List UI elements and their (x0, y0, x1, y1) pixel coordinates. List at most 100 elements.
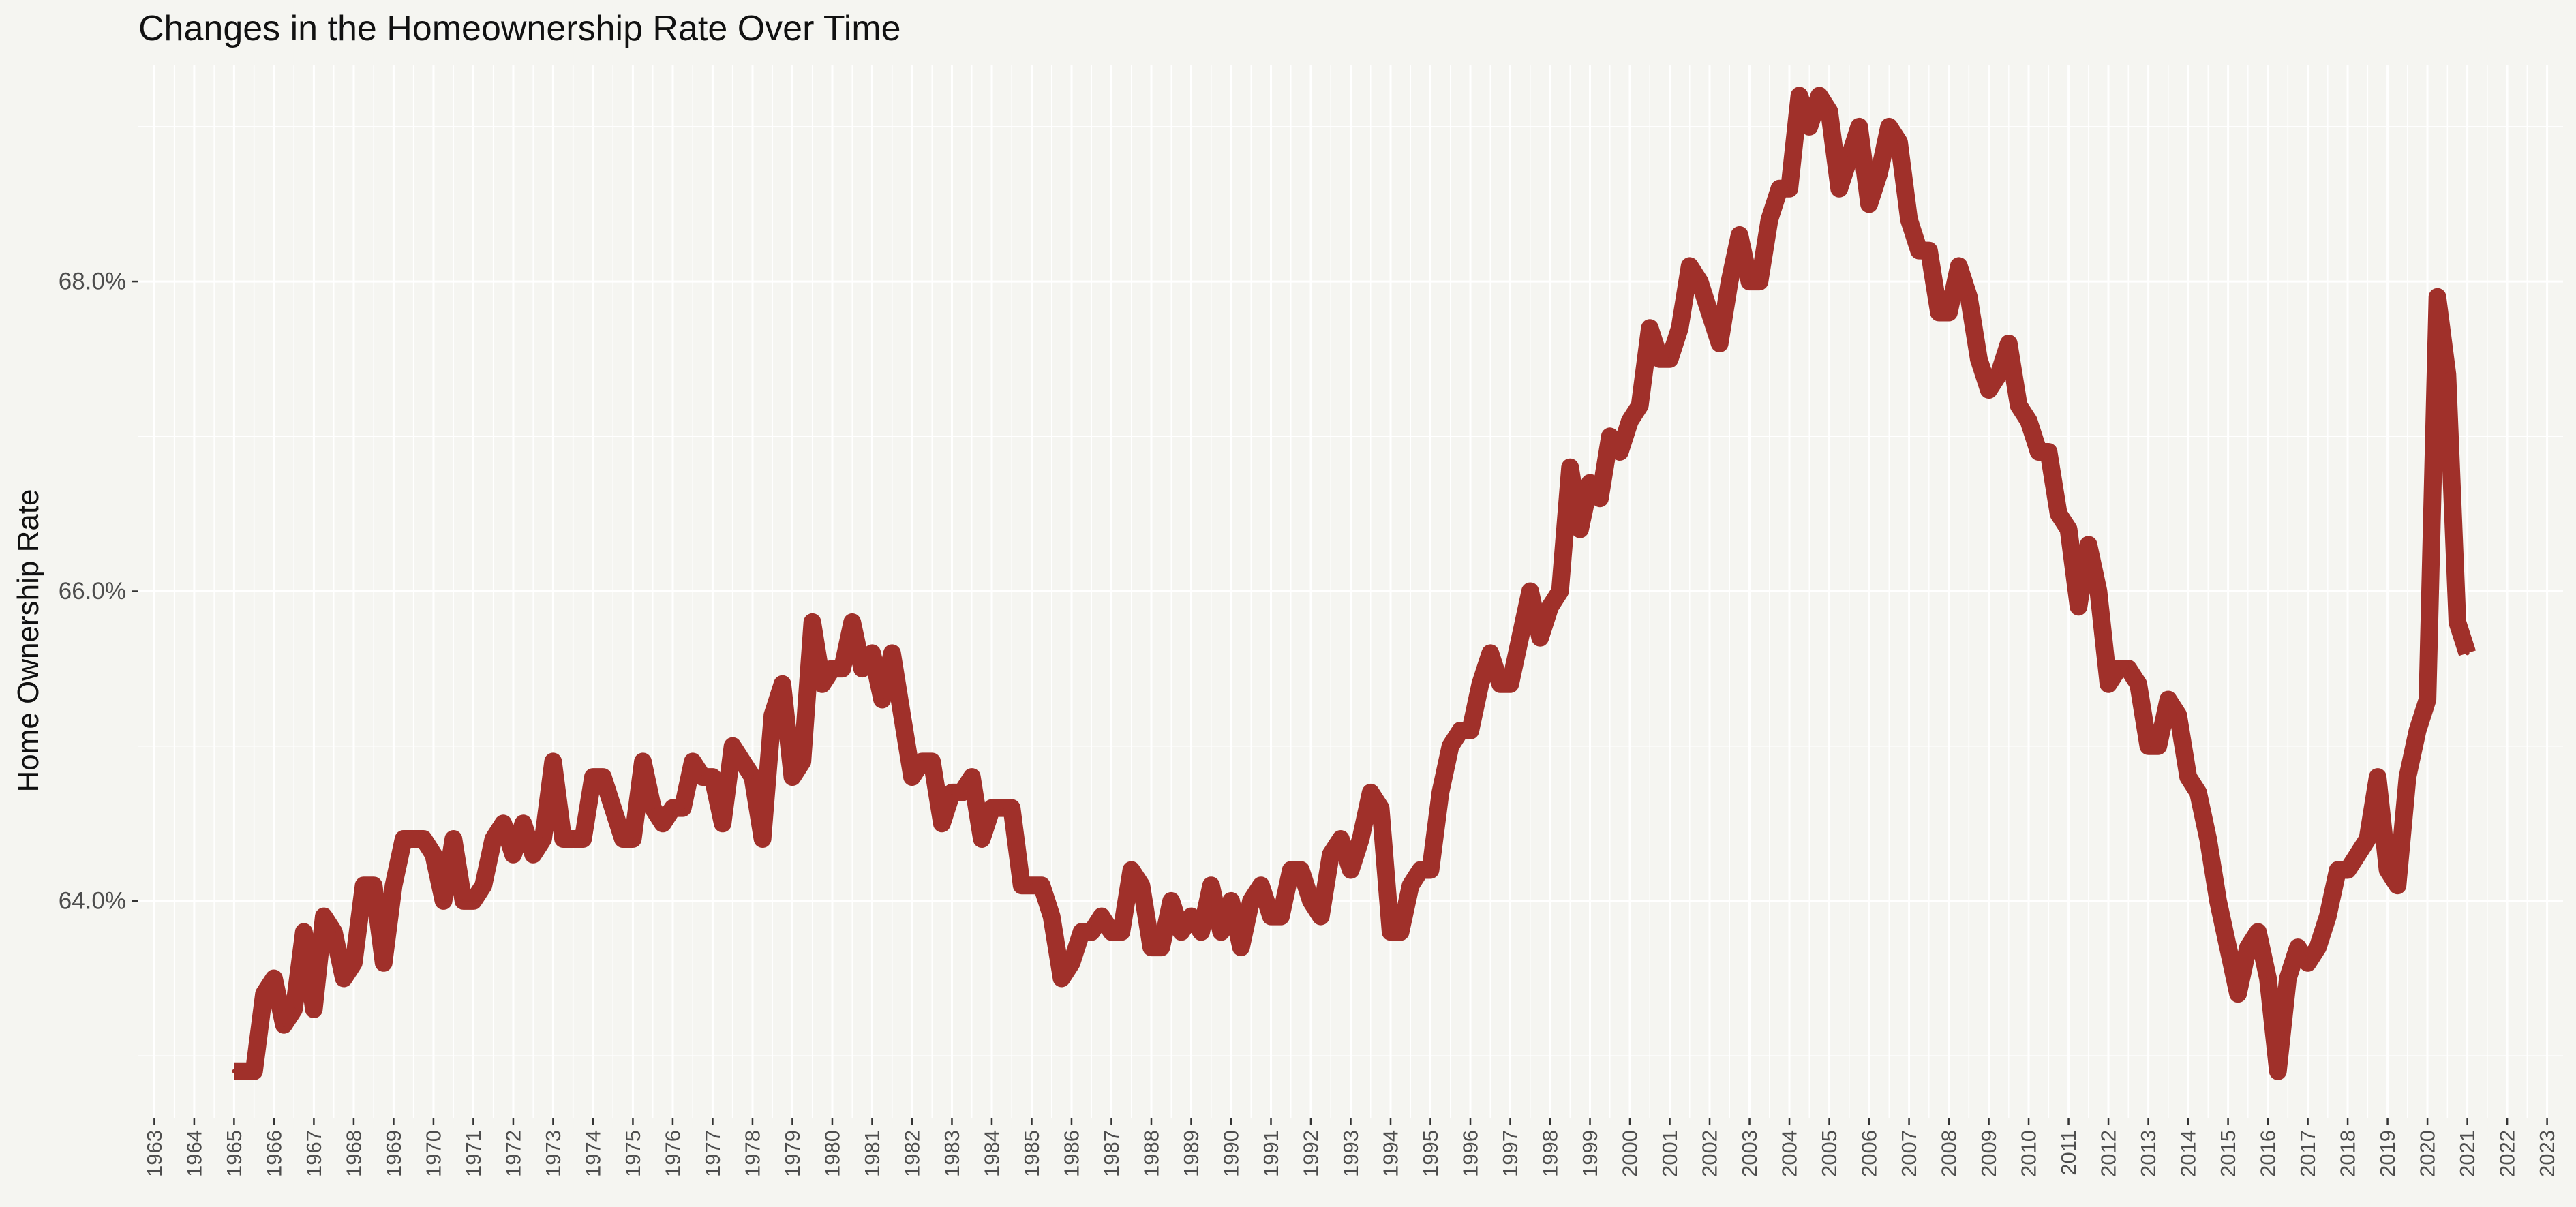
data-point (2316, 945, 2320, 950)
data-point (2305, 960, 2310, 965)
data-point (451, 837, 456, 841)
data-point (1956, 264, 1961, 269)
x-tick-label: 2012 (2097, 1130, 2121, 1177)
data-point (2455, 620, 2459, 624)
data-point (1348, 868, 1353, 872)
data-point (650, 806, 655, 810)
data-point (1389, 930, 1393, 934)
data-point (960, 790, 965, 795)
data-point (1568, 465, 1573, 470)
data-point (1279, 914, 1284, 919)
data-point (990, 806, 994, 810)
data-point (1019, 883, 1024, 888)
data-point (1149, 945, 1153, 950)
data-point (1807, 124, 1812, 129)
data-point (431, 852, 436, 857)
data-point (581, 837, 586, 841)
data-point (1498, 682, 1502, 686)
data-point (1478, 682, 1483, 686)
data-point (1986, 388, 1991, 393)
x-tick-label: 2005 (1817, 1130, 1841, 1177)
data-point (1258, 883, 1263, 888)
data-point (2116, 667, 2121, 671)
data-point (870, 651, 875, 656)
data-point (890, 651, 894, 656)
x-tick-label: 1968 (342, 1130, 365, 1177)
data-point (1518, 635, 1523, 640)
x-tick-label: 1997 (1498, 1130, 1522, 1177)
data-point (2146, 744, 2151, 748)
data-point (730, 744, 735, 748)
data-point (1926, 248, 1931, 253)
data-point (1070, 960, 1074, 965)
data-point (232, 1069, 237, 1073)
data-point (2385, 868, 2390, 872)
x-tick-label: 2021 (2455, 1130, 2479, 1177)
data-point (780, 682, 785, 686)
data-point (721, 821, 725, 826)
series-layer (232, 87, 2476, 1080)
data-point (2056, 511, 2061, 516)
data-point (810, 620, 815, 624)
data-point (1837, 186, 1842, 191)
y-tick-label: 66.0% (59, 578, 126, 605)
x-tick-label: 1993 (1339, 1130, 1363, 1177)
data-point (2176, 713, 2181, 718)
data-point (2405, 775, 2410, 780)
data-point (1896, 140, 1901, 144)
data-point (1937, 310, 1941, 315)
data-point (1129, 868, 1134, 872)
x-tick-label: 1985 (1020, 1130, 1044, 1177)
data-point (2445, 372, 2450, 377)
data-point (1109, 930, 1114, 934)
data-point (1378, 806, 1383, 810)
data-point (2006, 341, 2011, 346)
x-tick-label: 2006 (1858, 1130, 1881, 1177)
data-point (1418, 868, 1423, 872)
data-point (1817, 93, 1821, 98)
data-point (601, 775, 605, 780)
y-tick-label: 64.0% (59, 887, 126, 914)
x-tick-label: 1975 (621, 1130, 645, 1177)
x-tick-label: 1990 (1219, 1130, 1243, 1177)
data-point (1169, 898, 1174, 903)
x-tick-label: 2016 (2256, 1130, 2280, 1177)
x-tick-label: 1978 (740, 1130, 764, 1177)
data-point (2186, 775, 2191, 780)
data-point (2166, 697, 2170, 702)
data-point (1997, 372, 2001, 377)
x-tick-label: 1999 (1578, 1130, 1602, 1177)
data-point (491, 837, 496, 841)
data-point (2196, 790, 2200, 795)
data-point (999, 806, 1004, 810)
data-point (1727, 279, 1732, 284)
x-tick-label: 1979 (781, 1130, 804, 1177)
data-point (391, 883, 396, 888)
x-tick-label: 2023 (2535, 1130, 2559, 1177)
data-point (1359, 837, 1363, 841)
data-point (411, 837, 416, 841)
data-point (1708, 310, 1712, 315)
data-point (331, 930, 336, 934)
data-point (2286, 976, 2290, 981)
x-tick-label: 1964 (182, 1130, 206, 1177)
x-tick-label: 2001 (1658, 1130, 1682, 1177)
data-point (2346, 868, 2350, 872)
data-point (1269, 914, 1273, 919)
data-point (830, 667, 834, 671)
data-point (1697, 279, 1702, 284)
data-point (2106, 682, 2111, 686)
data-point (1239, 945, 1243, 950)
data-point (521, 821, 526, 826)
data-point (2355, 852, 2360, 857)
data-point (1777, 186, 1782, 191)
data-point (1368, 790, 1373, 795)
data-point (1408, 883, 1413, 888)
x-tick-label: 1973 (541, 1130, 565, 1177)
x-tick-label: 2008 (1937, 1130, 1961, 1177)
data-point (1119, 930, 1124, 934)
data-point (282, 1022, 286, 1027)
data-point (1299, 868, 1303, 872)
data-point (2096, 589, 2101, 594)
x-tick-label: 1998 (1539, 1130, 1562, 1177)
